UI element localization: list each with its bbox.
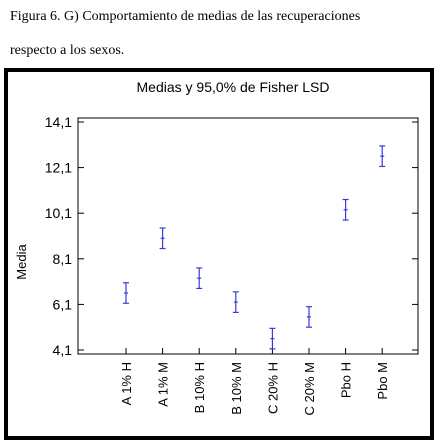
interval-plot: Medias y 95,0% de Fisher LSD Media 4,1 6,…: [14, 79, 419, 415]
interval-mark: [159, 227, 166, 250]
x-tick-label: C 20% M: [302, 362, 317, 415]
y-axis-label: Media: [14, 244, 29, 280]
interval-mark: [379, 145, 386, 168]
interval-mark: [123, 282, 129, 304]
interval-mark: [196, 267, 203, 290]
x-tick-label: Pbo H: [339, 362, 354, 398]
figure-caption-line-2: respecto a los sexos.: [10, 43, 125, 58]
x-tick-label: A 1% H: [119, 362, 134, 405]
x-tick-label: B 10% M: [229, 362, 244, 415]
interval-mark: [269, 327, 276, 350]
interval-mark: [306, 306, 312, 328]
figure-caption-line-1: Figura 6. G) Comportamiento de medias de…: [10, 9, 361, 24]
y-tick-label: 10,1: [45, 205, 72, 221]
chart-frame: Medias y 95,0% de Fisher LSD Media 4,1 6,…: [4, 68, 434, 440]
x-tick-label: Pbo M: [375, 362, 390, 400]
y-tick-label: 4,1: [53, 342, 73, 358]
interval-mark: [342, 198, 349, 221]
y-tick-label: 12,1: [45, 160, 72, 176]
x-tick-label: C 20% H: [265, 362, 280, 414]
y-tick-label: 14,1: [45, 114, 72, 130]
x-tick-label: A 1% M: [156, 362, 171, 407]
interval-mark: [232, 291, 239, 313]
y-tick-label: 8,1: [53, 251, 73, 267]
chart-title: Medias y 95,0% de Fisher LSD: [137, 79, 330, 95]
y-tick-label: 6,1: [53, 296, 73, 312]
plot-area: [77, 117, 419, 355]
x-tick-label: B 10% H: [192, 362, 207, 413]
